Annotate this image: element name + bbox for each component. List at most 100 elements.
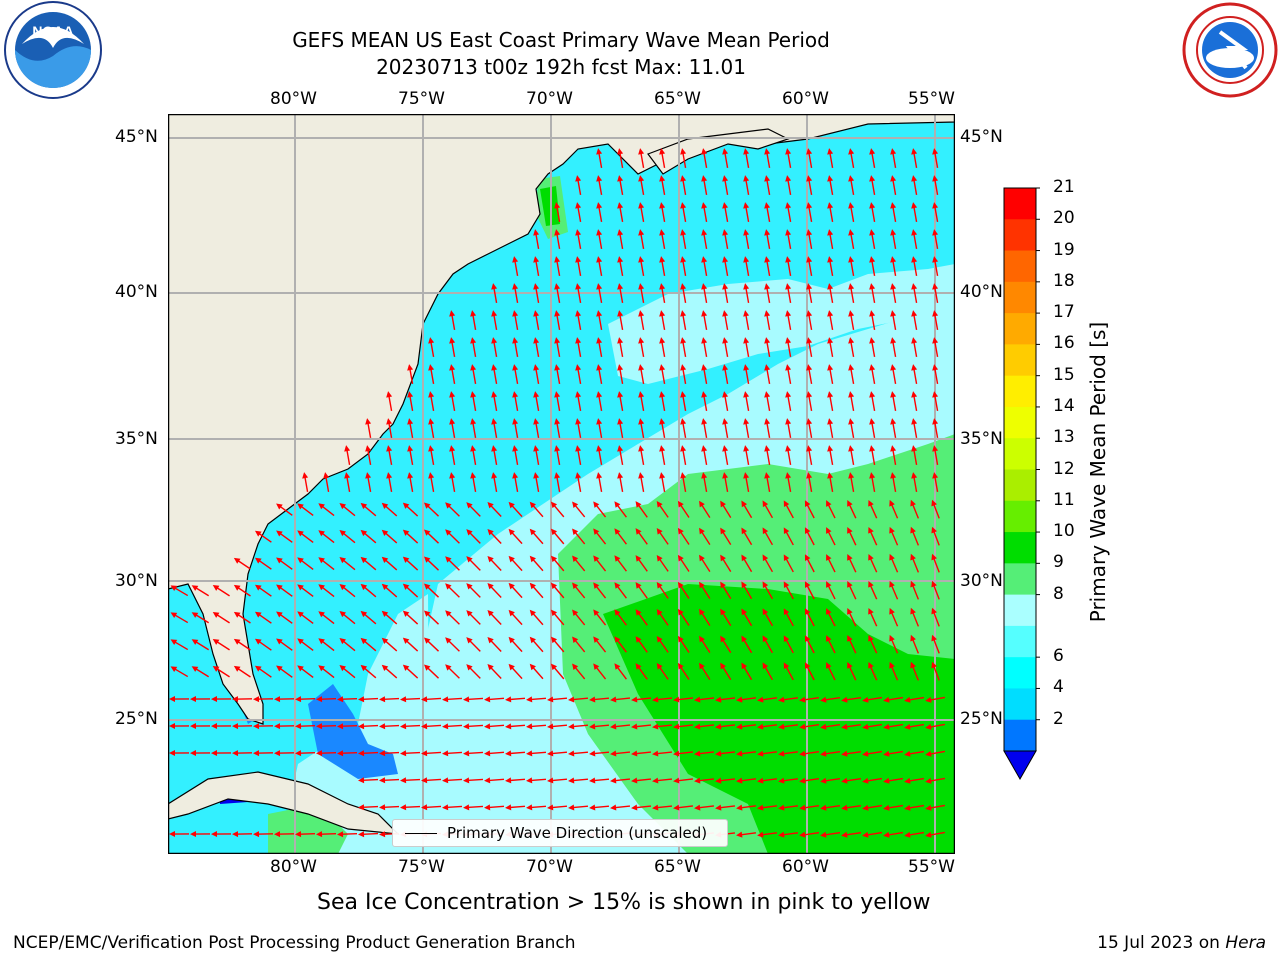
wave-arrow-head xyxy=(407,472,414,479)
colorbar-segment xyxy=(1004,563,1036,596)
wave-arrow-head xyxy=(596,391,603,398)
wave-arrow-head xyxy=(743,256,750,263)
wave-arrow-head xyxy=(847,527,853,534)
wave-arrow-head xyxy=(757,723,764,730)
wave-arrow-head xyxy=(512,445,519,452)
wave-arrow-head xyxy=(505,777,512,784)
wave-arrow-head xyxy=(743,391,750,398)
wave-arrow-head xyxy=(785,283,792,290)
wave-arrow-head xyxy=(232,831,239,838)
wave-arrow-head xyxy=(617,337,624,344)
wave-arrow-head xyxy=(318,584,325,591)
wave-arrow-head xyxy=(931,634,938,642)
chart-subtitle: 20230713 t00z 192h fcst Max: 11.01 xyxy=(376,55,746,79)
wave-arrow-head xyxy=(659,364,666,371)
wave-arrow-head xyxy=(701,256,708,263)
wave-arrow-head xyxy=(568,804,575,811)
wave-arrow-head xyxy=(889,607,895,615)
wave-arrow-head xyxy=(295,831,302,838)
wave-arrow-head xyxy=(339,503,347,510)
wave-arrow-head xyxy=(890,256,897,263)
svg-text:NOAA: NOAA xyxy=(32,23,73,39)
wave-arrow-head xyxy=(883,750,890,757)
wave-arrow-head xyxy=(253,723,260,730)
wave-arrow-head xyxy=(680,391,687,398)
wave-arrow-head xyxy=(505,750,512,757)
wave-arrow-head xyxy=(276,557,283,564)
wave-arrow-head xyxy=(529,609,536,617)
wave-arrow-head xyxy=(276,503,283,510)
colorbar-tick-label: 15 xyxy=(1053,364,1075,385)
wave-arrow-head xyxy=(806,256,813,263)
colorbar-tick-label: 14 xyxy=(1053,395,1075,416)
wave-arrow-head xyxy=(400,750,407,757)
wave-arrow-head xyxy=(470,391,477,398)
shallow-bahamas xyxy=(308,684,398,779)
wave-arrow-head xyxy=(890,283,897,290)
colorbar-tick-label: 8 xyxy=(1053,583,1064,604)
wave-arrow-head xyxy=(826,581,832,588)
lat-label-right: 45°N xyxy=(960,127,1003,147)
wave-arrow-head xyxy=(386,472,393,479)
noaa-logo: NOAA xyxy=(4,1,102,99)
colorbar-segment xyxy=(1004,469,1036,502)
colorbar-segment xyxy=(1004,688,1036,721)
wave-arrow-head xyxy=(554,256,561,263)
wave-arrow-head xyxy=(400,696,407,703)
wave-arrow-head xyxy=(318,665,325,672)
wave-arrow-head xyxy=(694,723,701,730)
wave-arrow-head xyxy=(701,202,708,209)
wave-arrow-head xyxy=(715,750,722,757)
wave-arrow-head xyxy=(358,723,365,730)
colorbar-segment xyxy=(1004,250,1036,283)
wave-arrow-head xyxy=(911,256,918,263)
wave-arrow-head xyxy=(170,639,178,646)
wave-arrow-head xyxy=(785,445,792,452)
wave-arrow-head xyxy=(827,445,834,452)
wave-arrow-head xyxy=(575,337,582,344)
wave-arrow-head xyxy=(659,283,666,290)
wave-arrow-head xyxy=(402,502,410,509)
wave-arrow-head xyxy=(722,148,729,155)
wave-arrow-head xyxy=(736,777,743,784)
wave-arrow-head xyxy=(339,557,347,564)
wave-arrow-head xyxy=(785,391,792,398)
wave-arrow-head xyxy=(575,229,582,236)
wave-arrow-head xyxy=(533,364,540,371)
wave-arrow-head xyxy=(757,804,764,811)
wave-arrow-head xyxy=(337,750,344,757)
wave-arrow-head xyxy=(533,337,540,344)
wave-arrow-head xyxy=(722,310,729,317)
wave-arrow-head xyxy=(826,527,832,534)
wave-arrow-head xyxy=(400,804,407,811)
wave-arrow-head xyxy=(316,750,323,757)
wave-arrow-head xyxy=(589,804,596,811)
wave-arrow-head xyxy=(360,556,368,564)
wave-arrow-head xyxy=(421,777,428,784)
wave-arrow-head xyxy=(379,777,386,784)
wave-arrow-head xyxy=(762,500,769,508)
wave-arrow-head xyxy=(743,445,750,452)
wave-arrow-head xyxy=(212,612,220,618)
wave-arrow-head xyxy=(596,148,603,155)
wave-arrow-head xyxy=(804,527,811,534)
wave-arrow-head xyxy=(360,583,368,591)
wave-arrow-head xyxy=(869,418,876,425)
wave-arrow-head xyxy=(484,750,491,757)
wave-arrow-head xyxy=(466,502,473,509)
wave-arrow-head xyxy=(911,310,918,317)
wave-arrow-head xyxy=(596,445,603,452)
wave-arrow-head xyxy=(617,391,624,398)
wave-arrow-head xyxy=(673,750,680,757)
wave-arrow-head xyxy=(847,581,853,588)
wave-arrow-head xyxy=(344,445,351,452)
wave-arrow-head xyxy=(614,609,621,616)
wave-arrow-head xyxy=(656,635,663,643)
wave-arrow-head xyxy=(741,527,748,535)
wave-arrow-head xyxy=(680,418,687,425)
wave-arrow-head xyxy=(799,696,806,703)
wave-arrow-head xyxy=(701,175,708,182)
wave-arrow-head xyxy=(736,750,743,757)
wave-arrow-head xyxy=(596,202,603,209)
wave-arrow-head xyxy=(638,391,645,398)
